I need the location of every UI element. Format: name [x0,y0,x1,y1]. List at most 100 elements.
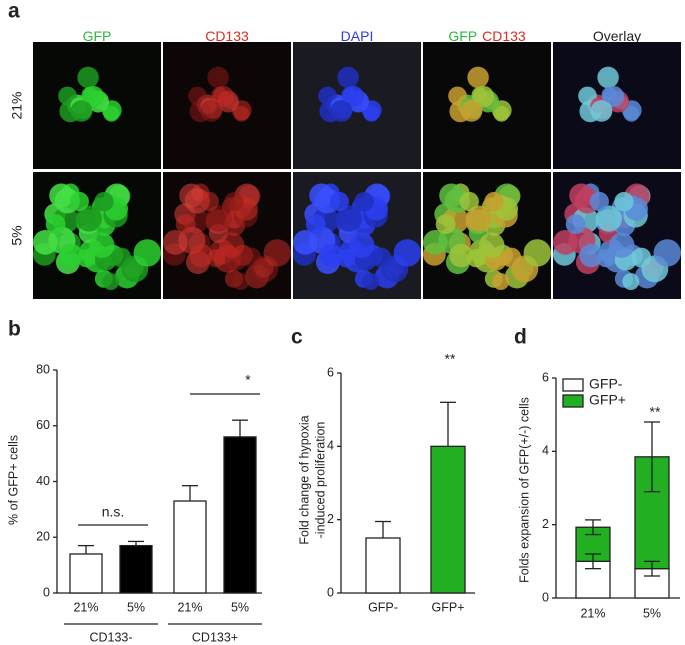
cell [224,192,244,212]
cell [102,273,120,291]
y-tick-label: 6 [327,365,334,379]
significance: * [245,372,251,388]
cell [81,87,98,103]
column-header-part: CD133 [205,28,249,44]
bar [365,537,401,594]
cell [175,214,196,235]
x-tick-label: 21% [580,606,605,620]
legend-label: GFP- [589,376,623,392]
significance: ** [650,404,661,420]
cell [589,191,609,212]
cell [460,100,483,122]
cell [479,232,505,258]
cell [362,273,380,291]
cell [523,239,551,267]
cell [349,232,375,258]
cell [200,100,223,122]
row-label: 5% [9,225,25,245]
cell [467,66,489,89]
column-header-part: Overlay [593,28,641,44]
cell [111,247,132,268]
bar [173,500,207,594]
cell [45,214,66,235]
column-header: Overlay [593,28,641,44]
y-axis-label: % of GFP+ cells [6,435,20,525]
cell [341,87,358,103]
y-tick-label: 20 [36,530,50,544]
cell [335,205,363,232]
cell [330,100,353,122]
bar [430,445,466,594]
bar [119,544,153,594]
cell [484,192,504,212]
cell [595,205,623,232]
cell [207,66,229,89]
x-tick-label: 21% [177,600,202,614]
panel-label: c [291,326,303,349]
cell [205,205,233,232]
column-header: GFP [83,28,112,44]
significance: ** [445,351,456,367]
cell [219,232,245,258]
legend-label: GFP+ [589,392,626,408]
cell [133,239,162,267]
panel-label: a [8,0,20,23]
column-header: DAPI [341,28,374,44]
cell [565,214,586,235]
y-tick-label: 0 [542,590,549,604]
y-axis-label: Folds expansion of GFP(+/-) cells [517,397,531,583]
cell [492,273,510,291]
x-tick-label: 21% [73,600,98,614]
group-label: CD133+ [192,630,238,644]
cell [614,192,634,212]
cell [459,191,479,212]
cell [319,243,343,268]
y-tick-label: 2 [542,517,549,531]
cell [70,100,93,122]
cell [579,243,603,268]
cell [89,232,115,258]
x-tick-label: 5% [127,600,145,614]
y-tick-label: 60 [36,418,50,432]
column-header-part: GFP [83,28,112,44]
cell [597,66,619,89]
y-axis-label: Fold change of hypoxia [297,415,311,544]
bar [223,436,257,594]
cell [601,87,618,103]
cell [59,243,83,268]
cell [211,87,228,103]
y-tick-label: 0 [43,585,50,599]
column-header-part: DAPI [341,28,374,44]
x-tick-label: GFP+ [432,600,465,614]
legend-swatch [562,394,584,408]
cell [94,192,114,212]
cell [75,205,103,232]
cell [77,66,99,89]
significance: n.s. [102,504,125,520]
column-header-part: CD133 [482,28,526,44]
y-tick-label: 80 [36,362,50,376]
cell [435,214,456,235]
x-tick-label: GFP- [368,600,398,614]
panel-label: d [514,326,527,349]
cell [241,247,262,268]
cell [501,247,522,268]
cell [449,243,473,268]
x-tick-label: 5% [231,600,249,614]
cell [590,100,613,122]
column-header: GFP CD133 [448,28,526,44]
cell [199,191,219,212]
x-tick-label: 5% [643,606,661,620]
cell [263,239,291,267]
bar [69,553,103,594]
y-axis-label: -induced proliferation [313,422,327,539]
cell [189,243,213,268]
cell [653,239,681,267]
cell [471,87,488,103]
cell [371,247,392,268]
column-header: CD133 [205,28,249,44]
group-label: CD133- [89,630,132,644]
cell [69,191,89,212]
cell [337,66,359,89]
y-tick-label: 2 [327,512,334,526]
